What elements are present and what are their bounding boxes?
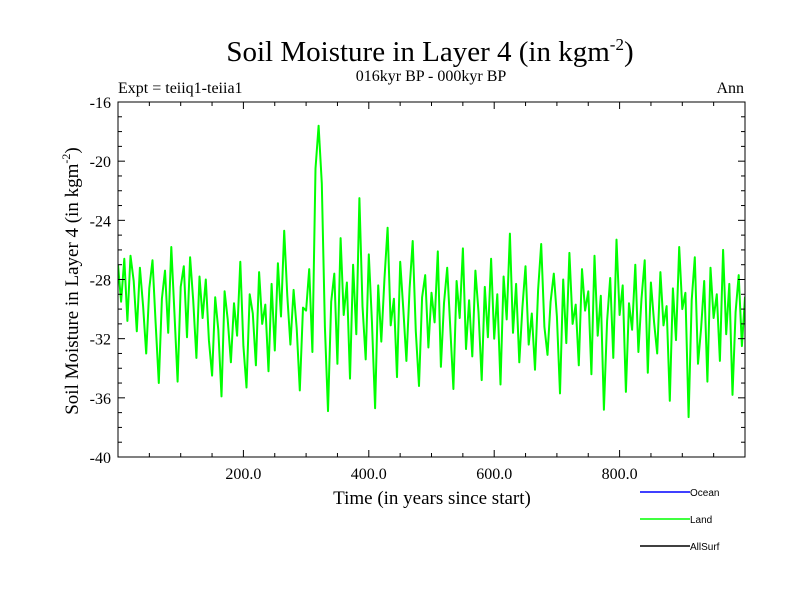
plot-frame <box>117 101 746 458</box>
y-tick-label: -20 <box>90 154 111 171</box>
y-tick-label: -36 <box>90 391 111 408</box>
y-axis-label: Soil Moisture in Layer 4 (in kgm-2) <box>59 147 83 415</box>
x-tick-label: 400.0 <box>351 466 387 483</box>
chart-subtitle: 016kyr BP - 000kyr BP <box>356 68 507 85</box>
chart-title-text: Soil Moisture in Layer 4 (in kgm <box>226 36 610 68</box>
plot-area: -16 -20 -24 -28 -32 -36 -40 200.0 400.0 600.0 800.… <box>90 95 746 483</box>
x-tick-label: 200.0 <box>225 466 261 483</box>
chart-title-close: ) <box>624 36 634 68</box>
y-tick-label: -24 <box>90 213 111 230</box>
x-axis-label: Time (in years since start) <box>333 488 531 509</box>
series-line-land <box>118 124 745 419</box>
legend-label-allsurf: AllSurf <box>690 542 720 553</box>
y-tick-label: -40 <box>90 450 111 467</box>
y-axis-label-superscript: -2 <box>59 154 73 164</box>
legend-label-land: Land <box>690 515 712 526</box>
chart-title-superscript: -2 <box>610 35 624 54</box>
y-axis-label-close: ) <box>62 147 83 153</box>
experiment-label: Expt = teiiq1-teiia1 <box>118 80 243 97</box>
x-tick-label: 600.0 <box>476 466 512 483</box>
y-axis-label-text: Soil Moisture in Layer 4 (in kgm <box>62 163 83 414</box>
season-label: Ann <box>716 80 744 97</box>
y-tick-label: -16 <box>90 95 111 112</box>
legend: Ocean Land AllSurf <box>640 488 720 553</box>
y-tick-label: -28 <box>90 273 111 290</box>
x-tick-label: 800.0 <box>602 466 638 483</box>
legend-label-ocean: Ocean <box>690 488 719 499</box>
y-tick-label: -32 <box>90 332 111 349</box>
chart-title: Soil Moisture in Layer 4 (in kgm-2) <box>226 35 633 68</box>
